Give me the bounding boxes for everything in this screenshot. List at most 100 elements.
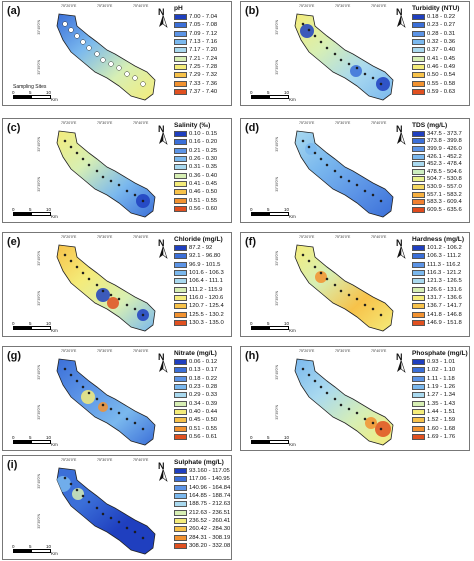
- legend-range-label: 120.7 - 125.4: [189, 303, 224, 310]
- sampling-site-marker: [371, 76, 375, 80]
- basin-surface: [56, 13, 156, 101]
- legend-swatch: [412, 392, 425, 399]
- legend-item: 146.9 - 151.8: [412, 319, 470, 327]
- legend-range-label: 101.2 - 106.2: [427, 245, 462, 252]
- legend-item: 0.28 - 0.31: [412, 30, 470, 38]
- legend-item: 0.40 - 0.44: [174, 408, 232, 416]
- sampling-site-marker: [339, 175, 343, 179]
- scale-bar: 0 5 10 Km: [250, 321, 301, 335]
- map-panel-4: (d) 75°20'0"E 75°30'0"E 75°40'0"E 33°40'0"N 3…: [240, 118, 470, 223]
- basin-map: [56, 130, 156, 218]
- legend-item: 426.1 - 452.2: [412, 153, 470, 161]
- longitude-label: 75°40'0"E: [371, 121, 387, 125]
- sampling-site-marker: [325, 46, 329, 50]
- legend-title: Salinity (‰): [174, 122, 211, 129]
- legend-item: 117.06 - 140.95: [174, 475, 232, 483]
- legend-swatch: [412, 39, 425, 46]
- sampling-site-marker: [117, 520, 121, 524]
- map-panel-9: (i) 75°20'0"E 75°30'0"E 75°40'0"E 33°40'0"N 3…: [2, 455, 232, 560]
- legend-swatch: [412, 183, 425, 190]
- legend-item: 557.1 - 583.2: [412, 191, 470, 199]
- legend-range-label: 478.5 - 504.6: [427, 168, 462, 175]
- latitude-label: 33°30'0"N: [37, 60, 41, 75]
- sampling-site-marker: [109, 293, 113, 297]
- longitude-label: 75°20'0"E: [299, 235, 315, 239]
- legend-range-label: 426.1 - 452.2: [427, 153, 462, 160]
- legend-swatch: [412, 417, 425, 424]
- legend: pH 7.00 - 7.04 7.05 - 7.08 7.09 - 7.12 7.13 …: [174, 5, 232, 96]
- sampling-site-marker: [333, 283, 337, 287]
- longitude-label: 75°30'0"E: [335, 349, 351, 353]
- legend-swatch: [412, 286, 425, 293]
- legend-item: 0.16 - 0.20: [174, 138, 232, 146]
- legend-swatch: [412, 153, 425, 160]
- legend-swatch: [174, 384, 187, 391]
- legend-swatch: [412, 72, 425, 79]
- concentration-hotspot: [81, 390, 95, 404]
- legend-range-label: 7.17 - 7.20: [189, 47, 218, 54]
- legend-swatch: [174, 55, 187, 62]
- scale-label: 10: [46, 321, 52, 326]
- sampling-site-marker: [117, 297, 121, 301]
- sampling-site-marker: [325, 163, 329, 167]
- longitude-label: 75°40'0"E: [133, 458, 149, 462]
- legend-range-label: 188.75 - 212.63: [189, 501, 231, 508]
- legend-swatch: [174, 164, 187, 171]
- sampling-site-marker: [75, 151, 79, 155]
- panel-letter: (h): [245, 350, 260, 362]
- legend-swatch: [174, 253, 187, 260]
- legend-swatch: [412, 88, 425, 95]
- legend-title: TDS (mg/L): [412, 122, 448, 129]
- sampling-site-marker: [339, 403, 343, 407]
- legend-range-label: 0.37 - 0.40: [427, 47, 456, 54]
- legend-range-label: 284.31 - 308.19: [189, 534, 231, 541]
- legend-swatch: [174, 303, 187, 310]
- legend-swatch: [412, 47, 425, 54]
- sampling-site-marker: [307, 373, 311, 377]
- longitude-label: 75°30'0"E: [97, 235, 113, 239]
- legend-swatch: [412, 191, 425, 198]
- legend-range-label: 0.50 - 0.54: [427, 72, 456, 79]
- legend-item: 0.59 - 0.63: [412, 88, 470, 96]
- legend-swatch: [174, 39, 187, 46]
- legend-range-label: 212.63 - 236.51: [189, 509, 231, 516]
- scale-bar: 0 5 10 Km: [12, 321, 63, 335]
- legend-range-label: 583.3 - 609.4: [427, 199, 462, 206]
- legend-range-label: 7.21 - 7.24: [189, 55, 218, 62]
- legend-item: 609.5 - 635.6: [412, 206, 470, 214]
- legend-title: Hardness (mg/L): [412, 236, 465, 243]
- legend-range-label: 0.16 - 0.20: [189, 139, 218, 146]
- legend-range-label: 1.27 - 1.34: [427, 392, 456, 399]
- panel-letter: (c): [7, 122, 21, 134]
- legend-item: 7.21 - 7.24: [174, 54, 232, 62]
- legend-title: pH: [174, 5, 183, 12]
- legend-range-label: 1.44 - 1.51: [427, 408, 456, 415]
- legend-range-label: 0.13 - 0.17: [189, 367, 218, 374]
- legend-item: 111.2 - 115.9: [174, 285, 232, 293]
- legend-range-label: 0.59 - 0.63: [427, 88, 456, 95]
- scale-bar: 0 5 10 Km: [250, 435, 301, 449]
- legend-item: 93.160 - 117.05: [174, 467, 232, 475]
- legend-item: 92.1 - 96.80: [174, 252, 232, 260]
- legend-item: 120.7 - 125.4: [174, 302, 232, 310]
- legend-range-label: 504.7 - 530.8: [427, 176, 462, 183]
- scale-label: 10: [46, 544, 52, 549]
- latitude-label: 33°30'0"N: [37, 177, 41, 192]
- concentration-hotspot: [315, 271, 327, 283]
- legend-swatch: [412, 433, 425, 440]
- scale-label: Km: [51, 214, 58, 219]
- legend-range-label: 106.3 - 111.2: [427, 253, 461, 260]
- sampling-site-marker: [141, 313, 145, 317]
- legend-range-label: 399.9 - 426.0: [427, 145, 462, 152]
- legend-item: 0.56 - 0.61: [174, 433, 232, 441]
- sampling-site-marker: [68, 27, 74, 33]
- sampling-site-marker: [347, 293, 351, 297]
- north-label: N: [158, 461, 165, 471]
- legend-title: Chloride (mg/L): [174, 236, 223, 243]
- sampling-site-marker: [81, 494, 85, 498]
- legend-swatch: [174, 294, 187, 301]
- legend-item: 1.44 - 1.51: [412, 408, 470, 416]
- legend-swatch: [174, 245, 187, 252]
- legend-range-label: 136.7 - 141.7: [427, 303, 462, 310]
- legend-swatch: [174, 30, 187, 37]
